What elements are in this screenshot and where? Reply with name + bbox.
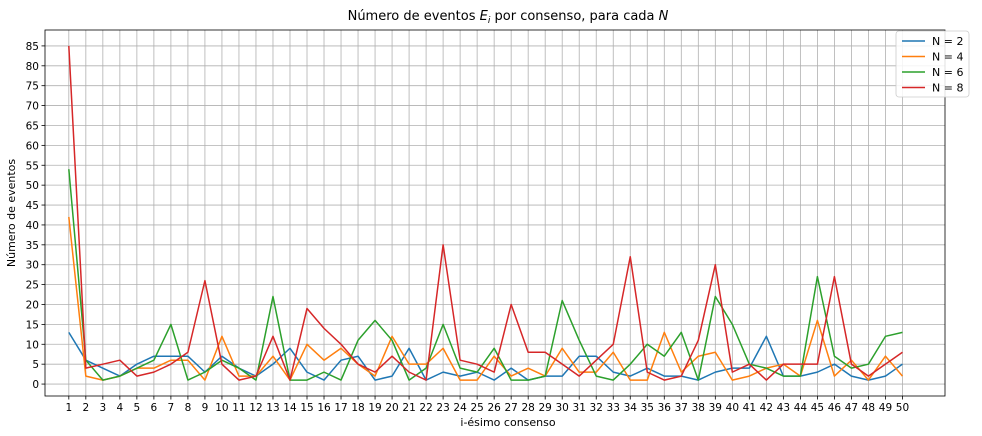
x-tick-label: 40 bbox=[726, 402, 739, 414]
y-tick-label: 75 bbox=[26, 81, 39, 93]
y-tick-label: 65 bbox=[26, 120, 39, 132]
x-axis-label: i-ésimo consenso bbox=[460, 416, 555, 429]
x-tick-label: 22 bbox=[419, 402, 432, 414]
legend-label-3: N = 6 bbox=[932, 66, 963, 79]
x-tick-label: 1 bbox=[65, 402, 72, 414]
x-tick-label: 6 bbox=[151, 402, 158, 414]
y-tick-label: 85 bbox=[26, 41, 39, 53]
title-text-1: Número de eventos bbox=[348, 9, 480, 24]
y-axis-ticks: 0 5 10 15 20 25 30 35 40 45 50 55 60 65 70 75 80 85 bbox=[26, 41, 45, 391]
y-tick-label: 40 bbox=[26, 220, 39, 232]
x-tick-label: 5 bbox=[134, 402, 141, 414]
x-tick-label: 18 bbox=[351, 402, 364, 414]
x-tick-label: 36 bbox=[658, 402, 672, 414]
grid-lines bbox=[45, 30, 945, 396]
x-tick-label: 50 bbox=[896, 402, 909, 414]
x-tick-label: 39 bbox=[709, 402, 722, 414]
x-tick-label: 10 bbox=[215, 402, 228, 414]
x-tick-label: 13 bbox=[266, 402, 279, 414]
y-tick-label: 0 bbox=[32, 379, 39, 391]
x-axis-ticks: 1 2 3 4 5 6 7 8 9 10 11 12 13 14 15 16 17 18 19 20 21 22 23 24 2… bbox=[65, 396, 909, 414]
x-tick-label: 46 bbox=[828, 402, 842, 414]
x-tick-label: 25 bbox=[470, 402, 483, 414]
y-tick-label: 30 bbox=[26, 260, 39, 272]
x-tick-label: 16 bbox=[317, 402, 331, 414]
x-tick-label: 24 bbox=[453, 402, 467, 414]
series-line-3 bbox=[68, 169, 903, 381]
x-tick-label: 9 bbox=[202, 402, 209, 414]
x-tick-label: 43 bbox=[777, 402, 790, 414]
x-tick-label: 21 bbox=[402, 402, 415, 414]
x-tick-label: 20 bbox=[385, 402, 398, 414]
y-tick-label: 55 bbox=[26, 160, 39, 172]
y-tick-label: 70 bbox=[26, 101, 39, 113]
x-tick-label: 28 bbox=[521, 402, 534, 414]
x-tick-label: 11 bbox=[232, 402, 245, 414]
x-tick-label: 35 bbox=[641, 402, 654, 414]
chart-title: Número de eventos Ei por consenso, para … bbox=[348, 9, 669, 26]
x-tick-label: 41 bbox=[743, 402, 756, 414]
legend-label-4: N = 8 bbox=[932, 82, 963, 95]
x-tick-label: 30 bbox=[556, 402, 569, 414]
y-tick-label: 60 bbox=[26, 140, 39, 152]
legend-box bbox=[895, 30, 970, 98]
title-symbol-E: E bbox=[480, 9, 489, 24]
title-symbol-N: N bbox=[659, 9, 669, 24]
x-tick-label: 19 bbox=[368, 402, 381, 414]
x-tick-label: 15 bbox=[300, 402, 313, 414]
x-tick-label: 29 bbox=[539, 402, 552, 414]
plot-area-frame bbox=[44, 29, 946, 397]
x-tick-label: 31 bbox=[573, 402, 586, 414]
series-lines bbox=[68, 45, 904, 381]
series-line-4 bbox=[68, 45, 903, 381]
legend: N = 2 N = 4 N = 6 N = 8 bbox=[895, 30, 970, 98]
x-tick-label: 17 bbox=[334, 402, 347, 414]
x-tick-label: 45 bbox=[811, 402, 824, 414]
y-tick-label: 25 bbox=[26, 280, 39, 292]
y-tick-label: 10 bbox=[26, 339, 39, 351]
x-tick-label: 26 bbox=[487, 402, 501, 414]
title-text-2: por consenso, para cada bbox=[490, 9, 658, 24]
x-tick-label: 38 bbox=[692, 402, 705, 414]
y-tick-label: 50 bbox=[26, 180, 39, 192]
y-tick-label: 5 bbox=[32, 359, 39, 371]
x-tick-label: 34 bbox=[624, 402, 638, 414]
y-tick-label: 15 bbox=[26, 319, 39, 331]
x-tick-label: 48 bbox=[862, 402, 875, 414]
y-tick-label: 45 bbox=[26, 200, 39, 212]
y-tick-label: 80 bbox=[26, 61, 39, 73]
x-tick-label: 37 bbox=[675, 402, 688, 414]
x-tick-label: 23 bbox=[436, 402, 449, 414]
x-tick-label: 44 bbox=[794, 402, 808, 414]
title-subscript-i: i bbox=[488, 16, 491, 26]
y-tick-label: 20 bbox=[26, 300, 39, 312]
legend-label-2: N = 4 bbox=[932, 51, 963, 64]
y-axis-label: Número de eventos bbox=[5, 159, 18, 267]
x-tick-label: 8 bbox=[185, 402, 192, 414]
x-tick-label: 33 bbox=[607, 402, 620, 414]
x-tick-label: 14 bbox=[283, 402, 297, 414]
x-tick-label: 3 bbox=[100, 402, 107, 414]
x-tick-label: 12 bbox=[249, 402, 262, 414]
x-tick-label: 4 bbox=[117, 402, 124, 414]
y-tick-label: 35 bbox=[26, 240, 39, 252]
x-tick-label: 7 bbox=[168, 402, 175, 414]
x-tick-label: 49 bbox=[879, 402, 892, 414]
x-tick-label: 32 bbox=[590, 402, 603, 414]
legend-label-1: N = 2 bbox=[932, 35, 963, 48]
x-tick-label: 47 bbox=[845, 402, 858, 414]
x-tick-label: 27 bbox=[504, 402, 517, 414]
x-tick-label: 2 bbox=[82, 402, 89, 414]
x-tick-label: 42 bbox=[760, 402, 773, 414]
